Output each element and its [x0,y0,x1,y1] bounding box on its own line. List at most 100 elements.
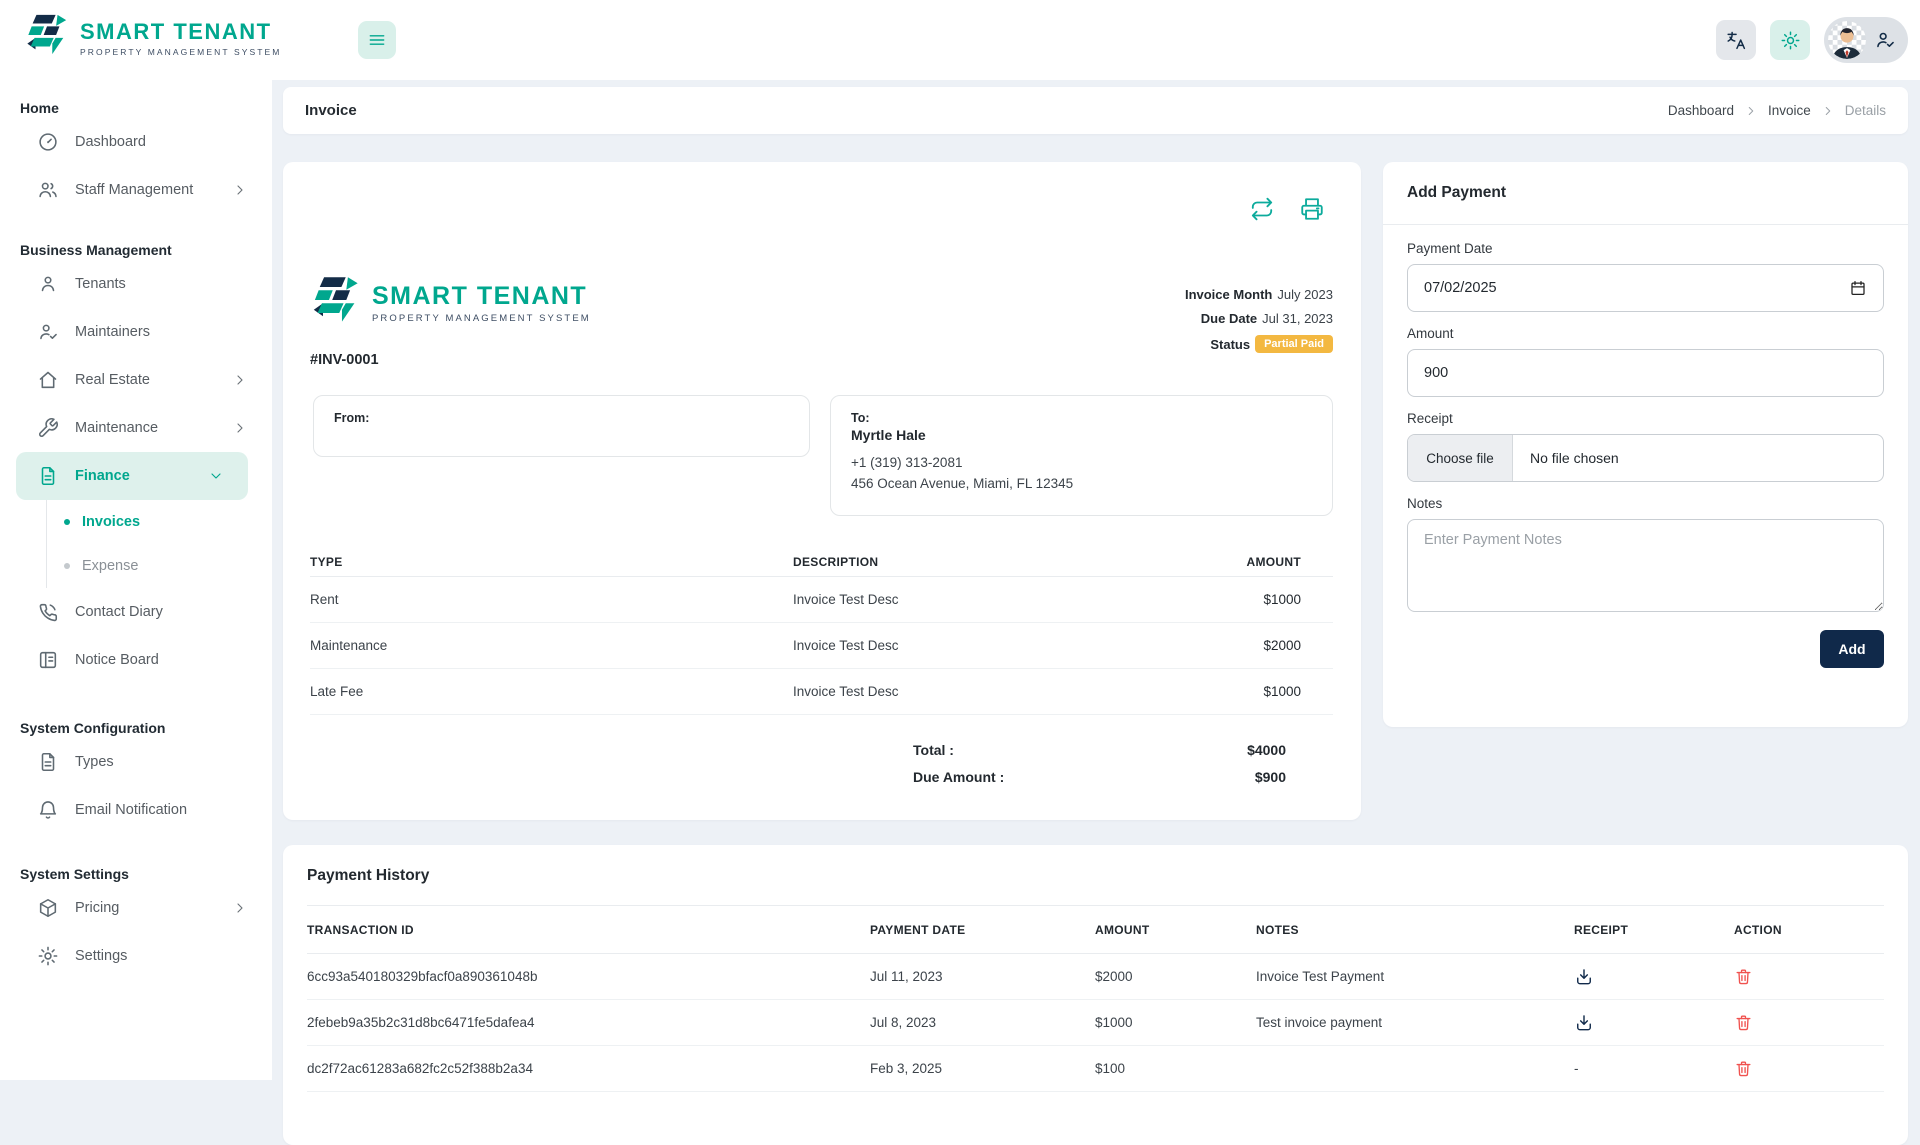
payment-date: Feb 3, 2025 [870,1061,943,1076]
sidebar-item-label: Notice Board [75,652,159,668]
payment-date-label: Payment Date [1407,241,1493,256]
column-header-receipt: RECEIPT [1574,922,1629,937]
sidebar-item-label: Real Estate [75,372,150,388]
amount-input[interactable] [1407,349,1884,397]
translate-button[interactable] [1716,20,1756,60]
sidebar-item-label: Finance [75,468,130,484]
receipt-file-input[interactable]: Choose file No file chosen [1407,434,1884,482]
document-icon [37,751,59,773]
recurring-icon[interactable] [1249,196,1275,222]
top-bar: SMART TENANT PROPERTY MANAGEMENT SYSTEM [0,0,1920,80]
breadcrumb: Dashboard Invoice Details [1668,103,1886,118]
sidebar-item-label: Invoices [82,514,141,530]
sidebar-item-label: Maintenance [75,420,159,436]
column-header-payment-date: PAYMENT DATE [870,922,966,937]
calendar-icon[interactable] [1849,279,1867,297]
sidebar-item-settings[interactable]: Settings [0,932,272,980]
chevron-right-icon [232,372,248,388]
brand-name: SMART TENANT [372,281,588,310]
brand-name: SMART TENANT [80,18,272,44]
total-value: $4000 [1247,742,1286,758]
logo-mark-icon [24,12,70,63]
receipt-label: Receipt [1407,411,1453,426]
from-label: From: [334,411,370,425]
settings-button[interactable] [1770,20,1810,60]
bullet-icon [64,563,70,569]
user-menu[interactable] [1824,17,1908,63]
table-row: Late Fee Invoice Test Desc $1000 [310,669,1333,715]
download-receipt-icon[interactable] [1574,967,1594,987]
item-description: Invoice Test Desc [793,638,899,653]
hamburger-icon [367,30,387,50]
print-icon[interactable] [1299,196,1325,222]
sidebar-item-expense[interactable]: Expense [47,544,272,588]
receipt-empty: - [1574,1061,1579,1076]
item-type: Maintenance [310,638,388,653]
column-header-action: ACTION [1734,922,1782,937]
invoice-meta: Invoice Month July 2023 Due Date Jul 31,… [1185,287,1333,362]
person-icon [37,273,59,295]
sidebar-item-real-estate[interactable]: Real Estate [0,356,272,404]
app-logo: SMART TENANT PROPERTY MANAGEMENT SYSTEM [24,12,282,63]
sidebar-item-tenants[interactable]: Tenants [0,260,272,308]
payment-amount: $1000 [1095,1015,1133,1030]
payment-date: Jul 11, 2023 [870,969,943,984]
page-title-bar: Invoice Dashboard Invoice Details [283,87,1908,134]
sidebar-item-types[interactable]: Types [0,738,272,786]
due-date-value: Jul 31, 2023 [1262,311,1333,326]
chevron-right-icon [1821,104,1835,118]
add-payment-button[interactable]: Add [1820,630,1884,668]
sidebar-item-notice-board[interactable]: Notice Board [0,636,272,684]
sidebar-item-label: Types [75,754,114,770]
sidebar-item-label: Email Notification [75,802,188,818]
chevron-right-icon [232,900,248,916]
brand-tagline: PROPERTY MANAGEMENT SYSTEM [80,46,282,57]
sidebar-item-label: Pricing [75,900,120,916]
sidebar-item-finance[interactable]: Finance [16,452,248,500]
breadcrumb-details: Details [1844,103,1886,118]
invoice-table-header: TYPE DESCRIPTION AMOUNT [310,547,1333,577]
sidebar-item-email-notification[interactable]: Email Notification [0,786,272,834]
delete-payment-icon[interactable] [1734,1059,1753,1078]
breadcrumb-invoice[interactable]: Invoice [1767,103,1811,118]
table-row: 2febeb9a35b2c31d8bc6471fe5dafea4 Jul 8, … [307,1000,1884,1046]
delete-payment-icon[interactable] [1734,967,1753,986]
sidebar-item-invoices[interactable]: Invoices [47,500,272,544]
delete-payment-icon[interactable] [1734,1013,1753,1032]
status-label: Status [1210,336,1251,352]
sidebar-item-pricing[interactable]: Pricing [0,884,272,932]
divider [1383,224,1908,225]
payment-date: Jul 8, 2023 [870,1015,937,1030]
payment-date-input[interactable]: 07/02/2025 [1407,264,1884,312]
column-header-amount: AMOUNT [1246,554,1301,569]
download-receipt-icon[interactable] [1574,1013,1594,1033]
sidebar-item-staff-management[interactable]: Staff Management [0,166,272,214]
sidebar-group-business-management: Business Management [20,242,172,258]
payment-history-header: TRANSACTION ID PAYMENT DATE AMOUNT NOTES… [307,906,1884,954]
breadcrumb-dashboard[interactable]: Dashboard [1667,103,1734,118]
payment-history-table: TRANSACTION ID PAYMENT DATE AMOUNT NOTES… [307,905,1884,1092]
sidebar-item-maintenance[interactable]: Maintenance [0,404,272,452]
item-type: Rent [310,592,339,607]
due-amount-value: $900 [1254,769,1286,785]
invoice-items-table: TYPE DESCRIPTION AMOUNT Rent Invoice Tes… [310,547,1333,715]
sidebar-group-system-settings: System Settings [20,866,129,882]
sidebar-item-dashboard[interactable]: Dashboard [0,118,272,166]
notes-textarea[interactable] [1407,519,1884,612]
column-header-notes: NOTES [1256,922,1299,937]
choose-file-button[interactable]: Choose file [1408,435,1513,481]
sidebar-item-maintainers[interactable]: Maintainers [0,308,272,356]
finance-submenu: Invoices Expense [46,500,272,588]
to-label: To: [851,411,870,425]
gear-icon [37,945,59,967]
payment-notes: Invoice Test Payment [1256,969,1385,984]
brand-tagline: PROPERTY MANAGEMENT SYSTEM [372,312,591,324]
status-badge: Partial Paid [1255,335,1333,353]
sidebar-item-contact-diary[interactable]: Contact Diary [0,588,272,636]
bell-icon [37,799,59,821]
avatar [1828,21,1866,59]
sidebar-toggle-button[interactable] [358,21,396,59]
column-header-amount: AMOUNT [1095,922,1150,937]
recipient-phone: +1 (319) 313-2081 [851,455,963,470]
logo-mark-icon [310,274,362,331]
